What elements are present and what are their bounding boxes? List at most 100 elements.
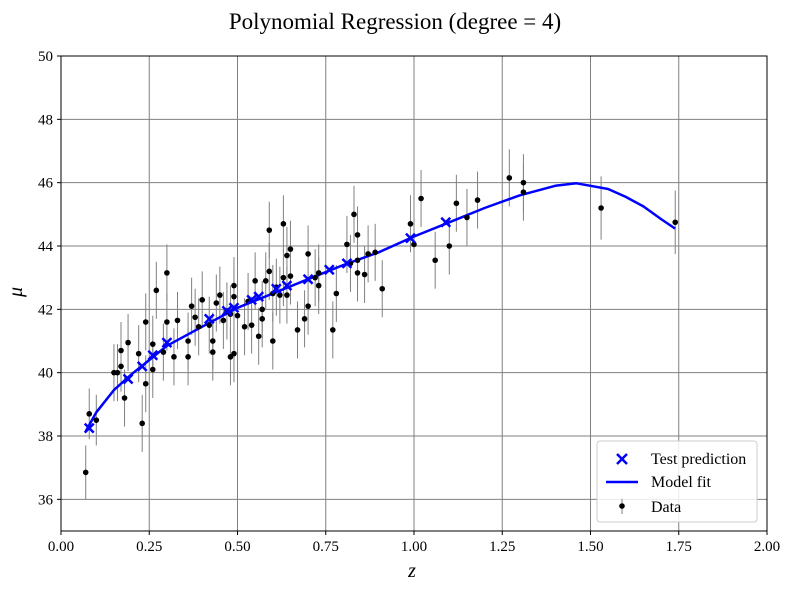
data-point (252, 278, 258, 284)
data-point (259, 316, 266, 322)
data-point (598, 205, 604, 211)
data-point (280, 274, 287, 281)
data-point (379, 285, 386, 292)
data-point (411, 241, 417, 248)
test-prediction-marker (323, 264, 335, 276)
x-axis-label: z (407, 560, 416, 582)
data-point (294, 327, 301, 333)
data-point (82, 469, 89, 476)
data-point (277, 292, 283, 298)
test-prediction-marker (270, 283, 282, 295)
data-point (114, 369, 121, 376)
data-point (354, 257, 361, 264)
data-point (305, 251, 311, 257)
data-point (284, 292, 290, 298)
data-point (248, 322, 255, 328)
data-point (164, 319, 170, 325)
data-point (407, 221, 414, 227)
data-point (255, 333, 262, 340)
test-prediction-stroke (246, 294, 258, 306)
test-prediction-stroke (253, 291, 265, 303)
data-point (284, 252, 290, 259)
test-prediction-marker (281, 280, 293, 291)
data-point (185, 338, 191, 344)
data-point (209, 349, 216, 355)
data-point (188, 303, 195, 309)
test-prediction-stroke (302, 273, 314, 285)
data-point (121, 395, 128, 401)
x-tick-label: 1.50 (577, 539, 603, 555)
test-prediction-stroke (221, 305, 233, 317)
data-point (474, 197, 481, 203)
data-point (266, 227, 273, 233)
x-tick-label: 0.50 (224, 539, 250, 555)
test-prediction-stroke (281, 280, 293, 291)
data-point (262, 278, 269, 284)
data-point (220, 317, 227, 324)
legend-data-icon (619, 499, 625, 514)
data-point (354, 232, 361, 238)
legend-test-prediction-icon (616, 453, 628, 465)
x-tick-label: 0.75 (313, 539, 339, 555)
y-axis-label: μ (5, 287, 27, 298)
data-point (464, 214, 470, 221)
test-prediction-stroke (203, 313, 215, 325)
data-point (231, 293, 237, 300)
test-prediction-marker (122, 373, 134, 385)
data-point (453, 200, 460, 207)
test-prediction-marker (341, 258, 353, 269)
legend-label-test-prediction: Test prediction (651, 451, 746, 468)
data-point (206, 322, 213, 328)
data-point (160, 349, 167, 355)
data-point (153, 287, 160, 294)
y-tick-label: 44 (38, 239, 54, 255)
x-tick-label: 2.00 (754, 539, 780, 555)
data-point (241, 323, 248, 330)
test-prediction-marker (136, 360, 148, 372)
data-point (171, 354, 177, 360)
data-point (305, 303, 311, 309)
data-point (142, 380, 149, 387)
test-prediction-marker (161, 337, 173, 348)
test-prediction-marker (147, 349, 159, 361)
legend-label-model-fit: Model fit (651, 474, 712, 491)
test-prediction-stroke (341, 258, 353, 269)
data-point (301, 316, 308, 322)
data-point (520, 179, 527, 186)
x-tick-label: 1.25 (489, 539, 515, 555)
test-prediction-marker (221, 305, 233, 317)
legend: Test prediction Model fit Data (596, 440, 758, 523)
data-point (266, 268, 273, 275)
data-point (312, 274, 318, 281)
y-tick-label: 36 (38, 492, 54, 508)
data-point (135, 350, 142, 357)
test-prediction-marker (246, 294, 258, 306)
data-point (139, 420, 145, 427)
data-point (270, 338, 276, 344)
test-prediction-marker (83, 422, 95, 434)
data-point (672, 219, 679, 226)
y-tick-label: 46 (38, 176, 54, 192)
data-point (118, 363, 124, 370)
data-point (372, 249, 378, 256)
data-point (149, 366, 156, 373)
test-prediction-marker (228, 302, 240, 314)
x-tick-label: 0.25 (136, 539, 162, 555)
data-point (231, 350, 237, 357)
data-point (315, 270, 322, 276)
data-point (365, 251, 371, 257)
data-point (333, 290, 340, 297)
data-point (118, 347, 124, 354)
y-tick-label: 48 (38, 112, 53, 128)
chart-title: Polynomial Regression (degree = 4) (229, 9, 561, 34)
data-point (185, 354, 191, 360)
axis-ticks: 0.00 0.25 0.50 0.75 1.00 1.25 1.50 1.75 2.00 36 38… (38, 49, 780, 555)
data-point (446, 243, 453, 249)
data-point (86, 411, 93, 417)
y-tick-label: 38 (38, 429, 53, 445)
y-tick-label: 42 (38, 302, 53, 318)
data-point (174, 317, 181, 324)
test-prediction-marker (405, 232, 416, 244)
test-prediction-stroke (323, 264, 335, 276)
